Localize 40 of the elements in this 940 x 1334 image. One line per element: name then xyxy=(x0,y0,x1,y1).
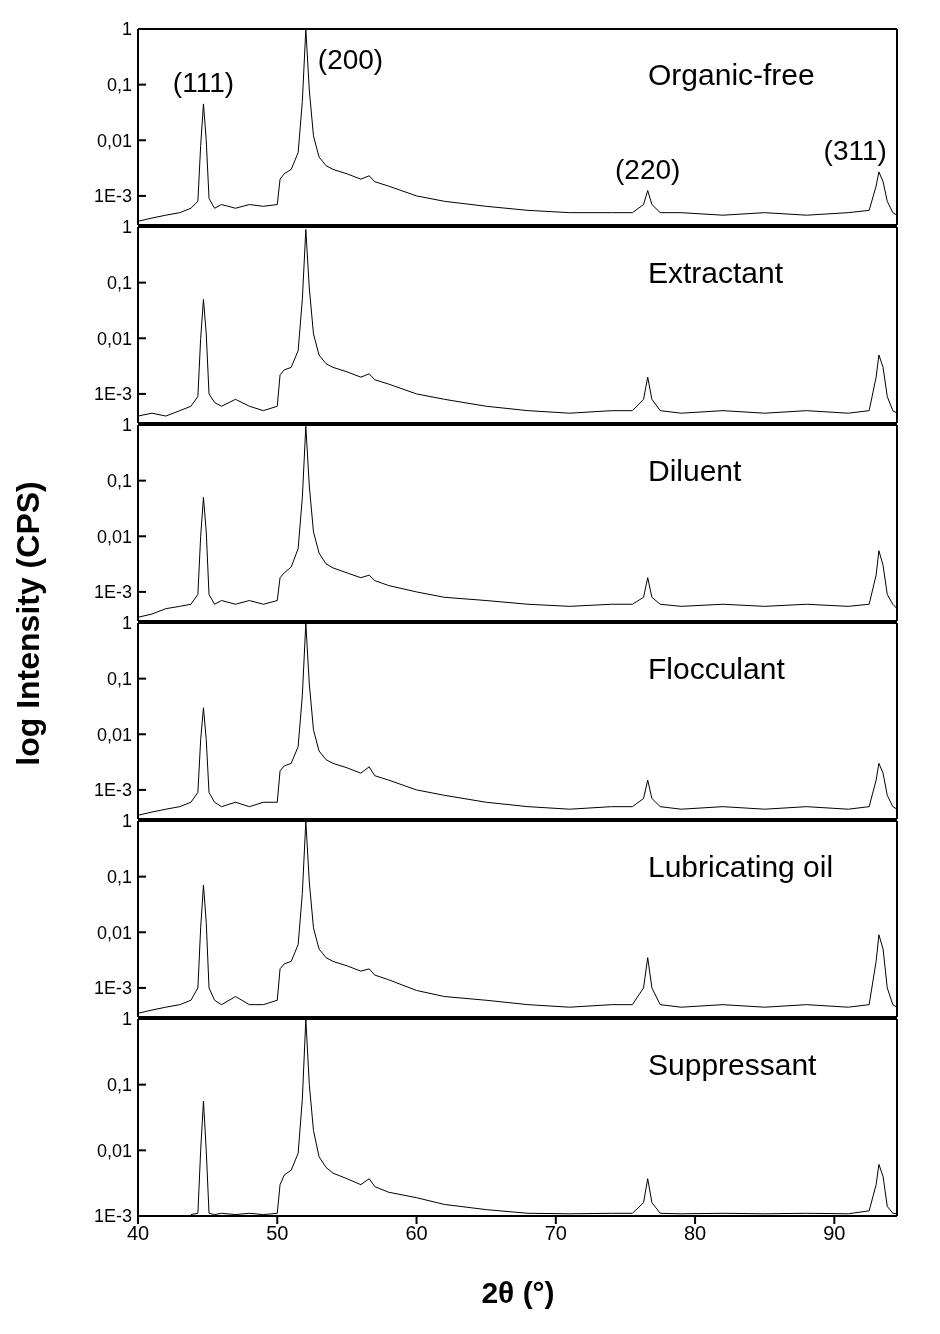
y-tick-label: 0,1 xyxy=(106,471,132,492)
y-tick-label: 1 xyxy=(121,19,132,40)
x-tick-label: 70 xyxy=(544,1222,567,1245)
y-tick-label: 1E-3 xyxy=(93,582,132,603)
annotation: Suppressant xyxy=(648,1048,817,1082)
y-tick-label: 0,01 xyxy=(96,922,132,943)
x-tick-label: 50 xyxy=(266,1222,289,1245)
y-tick-label: 1E-3 xyxy=(93,186,132,207)
y-tick-label: 1 xyxy=(121,217,132,238)
x-axis-title: 2θ (°) xyxy=(480,1276,556,1310)
annotation: Lubricating oil xyxy=(648,850,834,884)
annotation: (200) xyxy=(317,44,384,75)
y-tick-label: 0,1 xyxy=(106,273,132,294)
annotation: (220) xyxy=(615,153,681,185)
y-tick-label: 1 xyxy=(121,811,132,832)
y-tick-label: 1E-3 xyxy=(93,384,132,405)
y-tick-label: 0,01 xyxy=(96,724,132,745)
x-tick-label: 80 xyxy=(683,1222,707,1245)
annotation: (111) xyxy=(172,66,235,98)
annotation: Extractant xyxy=(648,256,784,290)
y-tick-label: 0,1 xyxy=(106,669,132,690)
y-tick-label: 1E-3 xyxy=(93,780,132,801)
x-tick-label: 60 xyxy=(405,1222,428,1245)
y-tick-label: 1 xyxy=(121,415,132,436)
annotation: (311) xyxy=(823,134,887,166)
x-tick-label: 90 xyxy=(823,1222,846,1245)
y-tick-label: 0,1 xyxy=(106,1075,132,1096)
y-tick-label: 0,01 xyxy=(96,328,132,349)
annotation: Organic-free xyxy=(648,58,815,92)
y-tick-label: 0,01 xyxy=(96,526,132,547)
y-tick-label: 1 xyxy=(121,613,132,634)
y-tick-label: 0,01 xyxy=(96,130,132,151)
y-axis-title: log Intensity (CPS) xyxy=(9,480,47,766)
y-tick-label: 0,1 xyxy=(106,867,132,888)
annotation: Flocculant xyxy=(648,652,785,686)
y-tick-label: 1 xyxy=(121,1009,132,1030)
y-tick-label: 0,01 xyxy=(96,1140,132,1161)
y-tick-label: 1E-3 xyxy=(93,978,132,999)
y-tick-label: 0,1 xyxy=(106,75,132,96)
annotation: Diluent xyxy=(648,454,742,488)
